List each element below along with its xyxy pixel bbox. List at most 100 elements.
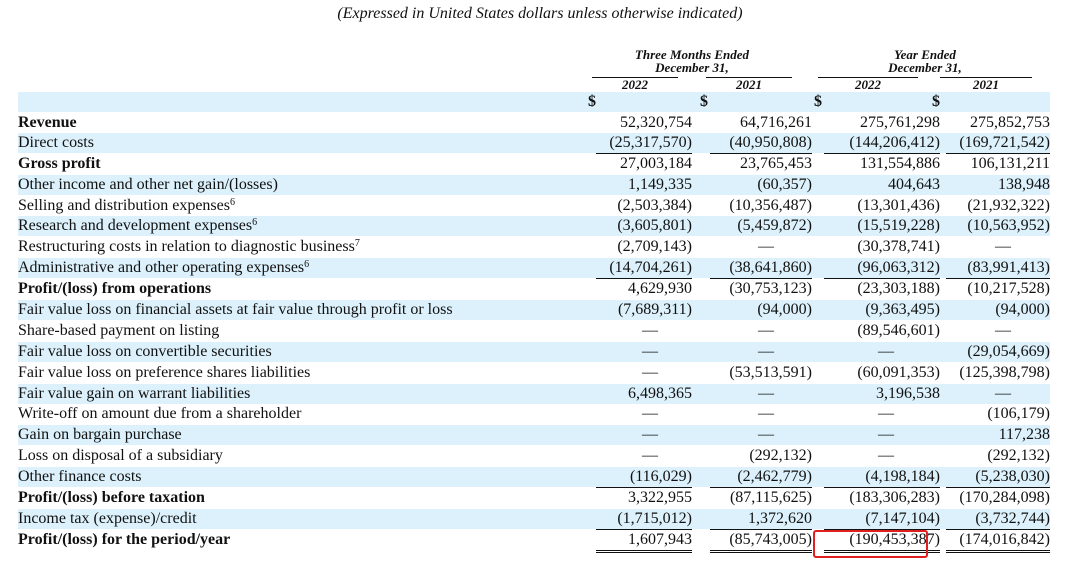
cell-value: —	[642, 405, 658, 422]
cell-value: —	[878, 405, 894, 422]
band-row-17	[18, 467, 1050, 487]
statement-row: Income tax (expense)/credit (1,715,012) 1,…	[18, 509, 1050, 530]
row-label: Research and development expenses6	[18, 216, 257, 236]
row-label-text: Restructuring costs in relation to diagn…	[18, 238, 355, 255]
cell-value: —	[878, 447, 894, 464]
header-three-months: Three Months Ended December 31,	[592, 48, 792, 74]
row-label: Loss on disposal of a subsidiary	[18, 446, 223, 466]
header-year-ended-line2: December 31,	[888, 60, 962, 75]
statement-row: Other finance costs (116,029) (2,462,779) (…	[18, 467, 1050, 488]
statement-row: Administrative and other operating expen…	[18, 258, 1050, 279]
cell-value: (94,000)	[757, 301, 812, 318]
cell-value: (89,546,601)	[857, 322, 940, 339]
statement-row: Fair value loss on convertible securitie…	[18, 342, 1050, 362]
cell-value: (2,503,384)	[617, 197, 692, 214]
cell-value: (85,743,005)	[710, 530, 812, 553]
cell-value: —	[995, 322, 1011, 339]
cell-value: 275,761,298	[860, 114, 940, 131]
cell-value: (170,284,098)	[959, 489, 1050, 506]
cell-value: (3,605,801)	[617, 217, 692, 234]
header-three-months-line1: Three Months Ended	[634, 47, 750, 62]
cell-value: —	[758, 322, 774, 339]
row-label: Fair value gain on warrant liabilities	[18, 384, 250, 404]
cell-value: (96,063,312)	[824, 258, 940, 279]
cell-value: (292,132)	[749, 447, 812, 464]
row-label: Profit/(loss) from operations	[18, 279, 211, 299]
statement-row: Share-based payment on listing — — (89,546,…	[18, 321, 1050, 341]
cell-value: (106,179)	[987, 405, 1050, 422]
row-label-text: Other finance costs	[18, 468, 142, 485]
statement-row: Profit/(loss) from operations 4,629,930 (3…	[18, 279, 1050, 299]
row-label-text: Fair value gain on warrant liabilities	[18, 385, 251, 402]
row-label-text: Research and development expenses	[18, 217, 253, 234]
row-label-text: Share-based payment on listing	[18, 322, 220, 339]
cell-value: (190,453,387)	[824, 530, 940, 553]
row-label: Restructuring costs in relation to diagn…	[18, 237, 360, 257]
statement-row: Selling and distribution expenses6 (2,503…	[18, 196, 1050, 216]
row-label: Profit/(loss) for the period/year	[18, 530, 230, 550]
cell-value: 64,716,261	[740, 114, 812, 131]
cell-value: (87,115,625)	[729, 489, 812, 506]
footnote-marker: 6	[229, 197, 235, 208]
cell-value: 1,372,620	[710, 509, 812, 530]
statement-row: Profit/(loss) for the period/year 1,607,9…	[18, 530, 1050, 553]
cell-value: —	[642, 364, 658, 381]
cell-value: (183,306,283)	[849, 489, 940, 506]
cell-value: —	[758, 405, 774, 422]
cell-value: (9,363,495)	[865, 301, 940, 318]
currency-row: $ $ $ $	[18, 92, 1050, 112]
cell-value: (40,950,808)	[710, 133, 812, 154]
cell-value: (144,206,412)	[824, 133, 940, 154]
row-label-text: Selling and distribution expenses	[18, 197, 230, 214]
cell-value: 404,643	[888, 176, 940, 193]
currency-symbol-c1: $	[588, 93, 596, 110]
statement-row: Loss on disposal of a subsidiary — (292,13…	[18, 446, 1050, 466]
cell-value: (94,000)	[995, 301, 1050, 318]
row-label-text: Fair value loss on convertible securitie…	[18, 343, 272, 360]
row-label-text: Gross profit	[18, 155, 101, 172]
cell-value: 1,607,943	[596, 530, 692, 553]
cell-value: (10,356,487)	[729, 197, 812, 214]
cell-value: —	[758, 343, 774, 360]
statement-row: Profit/(loss) before taxation 3,322,955 (8…	[18, 488, 1050, 508]
row-label: Fair value loss on convertible securitie…	[18, 342, 272, 362]
cell-value: (169,721,542)	[946, 133, 1050, 154]
statement-row: Gain on bargain purchase — — — 117,238	[18, 425, 1050, 445]
row-label: Revenue	[18, 113, 77, 133]
cell-value: (60,357)	[757, 176, 812, 193]
row-label-text: Gain on bargain purchase	[18, 426, 182, 443]
cell-value: (83,991,413)	[946, 258, 1050, 279]
band-row-7	[18, 258, 1050, 278]
currency-symbol-c2: $	[700, 93, 708, 110]
row-label: Selling and distribution expenses6	[18, 196, 235, 216]
cell-value: (53,513,591)	[729, 364, 812, 381]
cell-value: 131,554,886	[860, 155, 940, 172]
row-label: Direct costs	[18, 133, 94, 153]
cell-value: 117,238	[998, 426, 1050, 443]
row-label-text: Other income and other net gain/(losses)	[18, 176, 278, 193]
cell-value: (30,753,123)	[729, 280, 812, 297]
band-row-5	[18, 216, 1050, 236]
row-label-text: Administrative and other operating expen…	[18, 259, 305, 276]
cell-value: (15,519,228)	[857, 217, 940, 234]
highlight-box	[813, 530, 928, 558]
row-label-text: Profit/(loss) from operations	[18, 280, 212, 297]
cell-value: —	[878, 343, 894, 360]
row-label-text: Loss on disposal of a subsidiary	[18, 447, 223, 464]
cell-value: (13,301,436)	[857, 197, 940, 214]
row-label: Income tax (expense)/credit	[18, 509, 197, 529]
cell-value: (1,715,012)	[596, 509, 692, 530]
year-header-y-2021: 2021	[940, 77, 1032, 93]
row-label-text: Direct costs	[18, 134, 94, 151]
cell-value: 6,498,365	[628, 385, 692, 402]
statement-row: Fair value loss on preference shares lia…	[18, 363, 1050, 383]
statement-row: Revenue 52,320,754 64,716,261 275,761,298 27…	[18, 113, 1050, 133]
statement-subtitle: (Expressed in United States dollars unle…	[337, 5, 743, 22]
cell-value: —	[642, 343, 658, 360]
cell-value: (23,303,188)	[857, 280, 940, 297]
band-currency	[18, 92, 1050, 112]
cell-value: (10,563,952)	[967, 217, 1050, 234]
row-label: Fair value loss on financial assets at f…	[18, 300, 453, 320]
cell-value: (2,462,779)	[710, 467, 812, 488]
header-year-ended: Year Ended December 31,	[818, 48, 1032, 74]
